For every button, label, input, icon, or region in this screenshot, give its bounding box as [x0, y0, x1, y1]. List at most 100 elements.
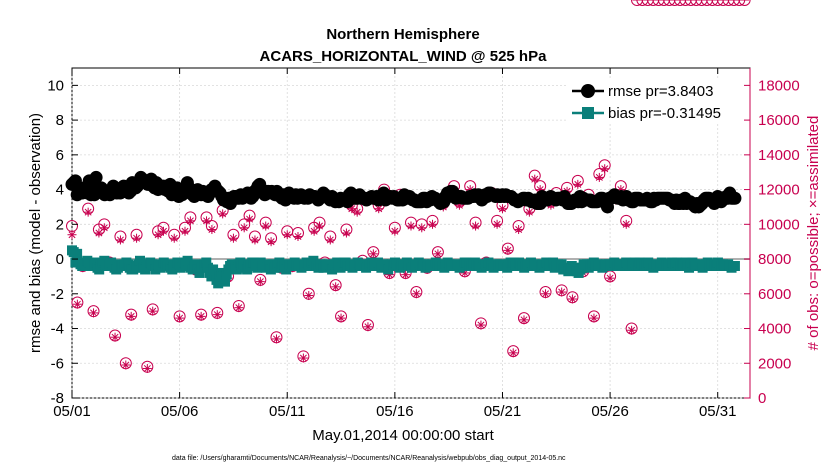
asterisk-stroke	[498, 205, 506, 213]
obs-assimilated-point	[309, 226, 319, 236]
y-right-tick-label: 2000	[758, 355, 791, 372]
obs-assimilated-point	[148, 306, 158, 316]
obs-assimilated-point	[196, 311, 206, 321]
asterisk-stroke	[219, 210, 227, 218]
x-tick-label: 05/21	[484, 403, 522, 420]
obs-possible-point	[674, 0, 687, 6]
obs-assimilated-point	[239, 223, 249, 233]
obs-assimilated-point	[185, 216, 195, 226]
obs-assimilated-point	[503, 245, 513, 255]
asterisk-stroke	[412, 290, 420, 298]
obs-possible-point	[636, 0, 649, 6]
asterisk-stroke	[267, 238, 275, 246]
asterisk-stroke	[391, 227, 399, 235]
x-tick-label: 05/01	[53, 403, 91, 420]
obs-assimilated-point	[352, 207, 362, 217]
obs-assimilated-point	[325, 235, 335, 245]
obs-assimilated-point	[621, 219, 631, 229]
obs-possible-point	[711, 0, 724, 6]
obs-possible-point	[641, 0, 654, 6]
obs-possible-point	[663, 0, 676, 6]
obs-assimilated-point	[99, 223, 109, 233]
legend: rmse pr=3.8403 bias pr=-0.31495	[566, 78, 744, 124]
y-right-tick-label: 12000	[758, 182, 800, 199]
asterisk-stroke	[203, 217, 211, 225]
legend-box	[566, 78, 744, 124]
asterisk-stroke	[558, 288, 566, 296]
asterisk-stroke	[407, 222, 415, 230]
legend-rmse-label: rmse pr=3.8403	[608, 83, 713, 100]
asterisk-stroke	[590, 314, 598, 322]
asterisk-stroke	[235, 304, 243, 312]
bias-point	[202, 262, 213, 273]
obs-possible-point	[690, 0, 703, 6]
asterisk-stroke	[418, 224, 426, 232]
asterisk-stroke	[342, 229, 350, 237]
obs-assimilated-point	[255, 277, 265, 287]
asterisk-stroke	[170, 234, 178, 242]
legend-bias-label: bias pr=-0.31495	[608, 105, 721, 122]
obs-assimilated-point	[557, 287, 567, 297]
obs-assimilated-point	[627, 325, 637, 335]
obs-assimilated-point	[363, 322, 373, 332]
asterisk-stroke	[100, 224, 108, 232]
obs-assimilated-point	[600, 164, 610, 174]
obs-assimilated-point	[266, 237, 276, 247]
asterisk-stroke	[542, 290, 550, 298]
asterisk-stroke	[208, 226, 216, 234]
obs-assimilated-point	[368, 249, 378, 259]
left-y-axis: 10 8 6 4 2 0 -2 -4 -6 -8	[47, 77, 78, 407]
obs-assimilated-point	[589, 313, 599, 323]
bias-point	[182, 255, 193, 266]
obs-assimilated-point	[207, 225, 217, 235]
obs-possible-point	[717, 0, 730, 6]
asterisk-stroke	[326, 236, 334, 244]
rmse-point	[89, 170, 103, 184]
asterisk-stroke	[299, 354, 307, 362]
bias-point	[194, 267, 205, 278]
asterisk-stroke	[310, 227, 318, 235]
obs-assimilated-point	[271, 334, 281, 344]
asterisk-stroke	[283, 231, 291, 239]
y-tick-label: -2	[51, 286, 64, 303]
obs-assimilated-point	[524, 207, 534, 217]
asterisk-stroke	[127, 312, 135, 320]
obs-assimilated-point	[180, 226, 190, 236]
asterisk-stroke	[337, 314, 345, 322]
obs-possible-point	[657, 0, 670, 6]
asterisk-stroke	[606, 274, 614, 282]
asterisk-stroke	[95, 229, 103, 237]
bias-point	[72, 248, 83, 259]
bias-point	[208, 264, 219, 275]
obs-assimilated-point	[336, 313, 346, 323]
legend-rmse-marker	[581, 84, 595, 98]
obs-assimilated-point	[169, 233, 179, 243]
obs-assimilated-point	[406, 221, 416, 231]
x-tick-label: 05/31	[699, 403, 737, 420]
asterisk-stroke	[509, 349, 517, 357]
y-tick-label: -6	[51, 355, 64, 372]
asterisk-stroke	[434, 250, 442, 258]
asterisk-stroke	[272, 335, 280, 343]
obs-assimilated-point	[315, 221, 325, 231]
obs-possible-point	[733, 0, 746, 6]
obs-assimilated-point	[298, 353, 308, 363]
asterisk-stroke	[305, 292, 313, 300]
bias-point	[213, 278, 224, 289]
obs-assimilated-point	[132, 233, 142, 243]
obs-assimilated-point	[304, 291, 314, 301]
asterisk-stroke	[595, 173, 603, 181]
asterisk-stroke	[240, 224, 248, 232]
asterisk-stroke	[520, 316, 528, 324]
obs-possible-point	[684, 0, 697, 6]
asterisk-stroke	[493, 220, 501, 228]
obs-assimilated-point	[282, 230, 292, 240]
asterisk-stroke	[369, 250, 377, 258]
asterisk-stroke	[229, 234, 237, 242]
obs-assimilated-point	[508, 348, 518, 358]
obs-assimilated-point	[72, 299, 82, 309]
obs-possible-point	[738, 0, 751, 6]
asterisk-stroke	[246, 215, 254, 223]
x-axis: 05/01 05/06 05/11 05/16 05/21 05/26 05/31	[53, 68, 736, 420]
